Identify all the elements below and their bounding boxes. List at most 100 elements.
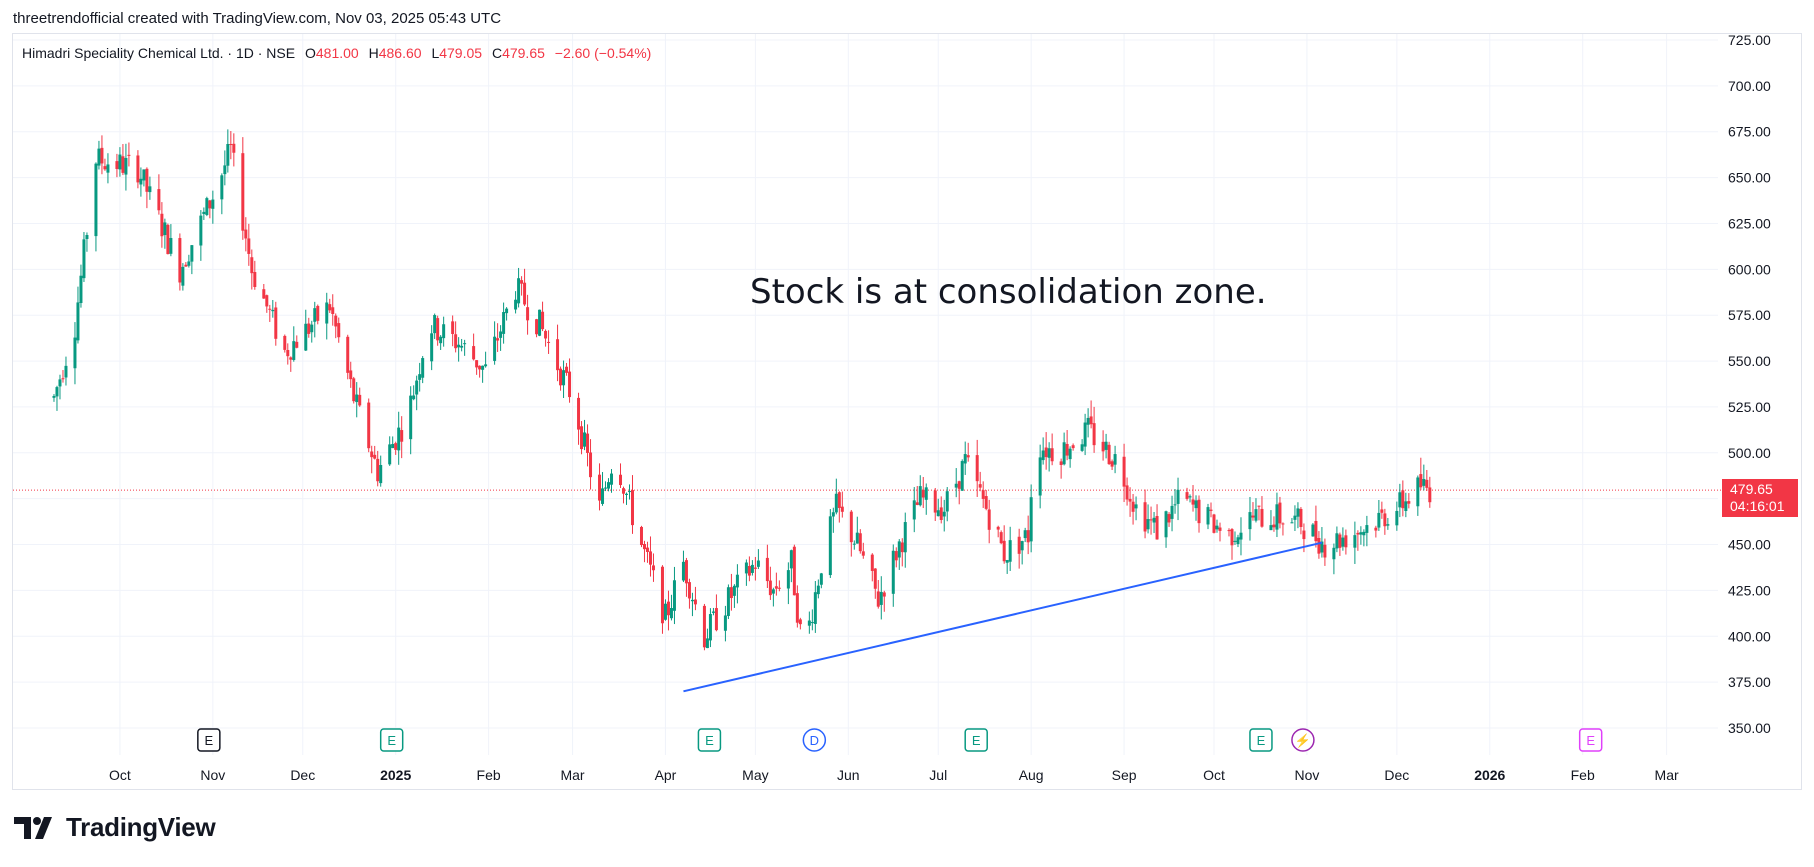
candle [669,594,673,621]
consolidation-annotation[interactable]: Stock is at consolidation zone. [750,272,1267,312]
candle-body [583,432,587,447]
candle [412,385,416,401]
candle-body [834,493,838,513]
event-marker-earnings-past[interactable]: E [197,728,221,752]
candle [265,294,269,313]
candle-body [1206,507,1210,525]
candle-body [1044,447,1048,458]
candle-body [184,264,188,267]
candle-body [484,364,488,367]
candle [1404,492,1408,518]
candle [334,313,338,339]
candle [1272,516,1276,532]
candle [1341,527,1345,551]
candle [792,544,796,596]
x-tick-label: Nov [1294,767,1319,783]
candle-body [819,573,823,585]
candle-body [493,336,497,361]
x-tick-label: Mar [1655,767,1679,783]
event-marker-earnings[interactable]: E [379,728,404,752]
candle [1344,529,1348,555]
candle-body [768,580,772,596]
candle-body [831,512,835,517]
candle [1239,517,1243,556]
candle [331,294,335,326]
candle-body [622,488,625,494]
candle [76,286,80,344]
candle-body [735,574,739,588]
candle [313,301,317,338]
candle [687,578,691,609]
event-marker-earnings[interactable]: E [697,728,722,752]
candle [852,540,856,550]
candle [1218,522,1222,542]
candle-body [169,238,173,254]
candle [1293,505,1297,531]
candle-body [415,380,419,395]
candle [100,135,104,175]
candle [876,580,880,609]
symbol-name[interactable]: Himadri Speciality Chemical Ltd. · 1D · … [22,45,296,61]
candle-body [388,444,392,465]
candle [1017,528,1021,569]
candle [472,333,476,361]
candle [1320,527,1324,558]
candle [957,480,961,505]
candle-body [1416,477,1420,507]
candle-body [753,567,757,569]
candle-body [115,161,119,169]
candle-body [975,455,979,482]
candle-body [352,378,356,402]
candle-body [840,506,844,512]
tradingview-wordmark: TradingView [66,812,216,842]
event-marker-dividend[interactable]: D [802,728,827,752]
candle-body [765,557,769,582]
candle [1236,534,1240,548]
candle [310,320,314,343]
event-marker-split[interactable]: ⚡ [1291,728,1315,752]
candle-body [499,331,503,338]
candle-body [849,511,853,543]
candle-body [879,591,883,605]
candle [933,487,937,521]
candle-body [283,335,287,350]
candle-body [708,614,712,641]
candle-body [253,272,257,287]
x-tick-label: 2026 [1474,767,1505,783]
tradingview-logo[interactable]: TradingView [14,812,216,843]
candle-body [1365,525,1369,533]
x-tick-label: Oct [109,767,131,783]
candle [1338,532,1342,556]
candle-body [921,489,925,498]
candle [900,538,904,567]
candle-body [1341,537,1345,547]
candle-body [148,186,152,193]
event-marker-earnings[interactable]: E [1249,728,1273,752]
candle [202,207,206,220]
candle [1377,500,1381,531]
candle [849,509,853,557]
candle-body [1173,504,1177,506]
event-marker-earnings[interactable]: E [964,728,988,752]
candle-body [346,336,350,373]
candle [118,147,122,177]
candle-body [430,333,434,362]
candle [1113,445,1117,474]
open-label: O [304,45,316,61]
candle-body [619,474,623,486]
candle-body [1302,530,1306,540]
candle-body [1029,497,1033,542]
event-icon [1578,728,1603,752]
candle [708,608,712,648]
candle [586,424,590,467]
event-marker-earnings-future[interactable]: E [1578,728,1603,752]
candle-body [367,402,371,449]
candle [388,436,392,466]
candle [226,129,230,173]
candle [999,530,1003,545]
candle-body [127,154,131,156]
last-price-tag: 479.65 04:16:01 [1722,479,1798,517]
candle-body [1401,490,1405,509]
candle [840,491,844,518]
